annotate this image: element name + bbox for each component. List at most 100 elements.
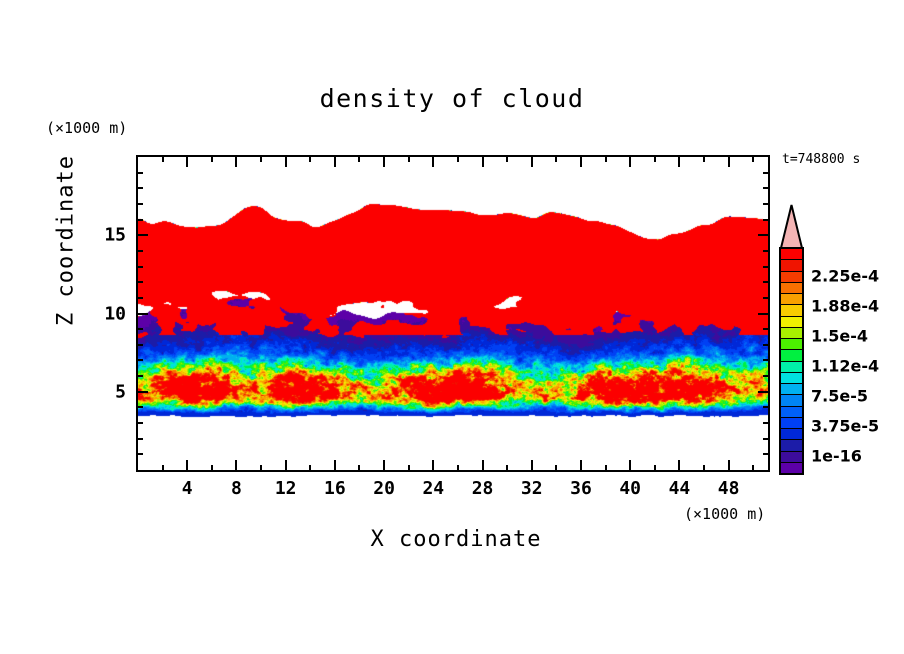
y-minor-tick [138,359,143,361]
x-minor-tick [211,465,213,470]
y-minor-tick [138,422,143,424]
y-minor-tick [138,219,143,221]
colorbar-tick-label: 1.5e-4 [811,326,868,346]
y-minor-tick-right [763,203,768,205]
colorbar-band [781,271,802,283]
x-tick-label: 40 [619,478,642,499]
x-minor-tick [555,465,557,470]
y-minor-tick [138,297,143,299]
x-major-tick [580,460,582,470]
colorbar-tick-label: 2.25e-4 [811,266,880,286]
x-major-tick-top [383,157,385,167]
x-minor-tick-top [260,157,262,162]
y-minor-tick [138,438,143,440]
x-major-tick [728,460,730,470]
y-minor-tick-right [763,453,768,455]
x-tick-label: 4 [181,478,193,499]
x-minor-tick [457,465,459,470]
y-axis-title: Z coordinate [53,155,79,326]
x-tick-label: 28 [471,478,494,499]
colorbar-band [781,372,802,384]
y-minor-tick-right [763,359,768,361]
y-axis-unit-label: (×1000 m) [46,119,128,137]
x-major-tick [383,460,385,470]
colorbar-band [781,305,802,317]
x-major-tick-top [728,157,730,167]
x-minor-tick-top [703,157,705,162]
colorbar-band [781,406,802,418]
colorbar-band [781,361,802,373]
y-major-tick [138,313,148,315]
page-title: density of cloud [319,84,585,113]
colorbar-band [781,451,802,463]
colorbar-band [781,260,802,272]
x-minor-tick [703,465,705,470]
x-tick-label: 16 [324,478,346,499]
x-major-tick-top [482,157,484,167]
colorbar-tick-label: 1.88e-4 [811,296,880,316]
x-minor-tick [506,465,508,470]
y-minor-tick-right [763,375,768,377]
y-minor-tick [138,406,143,408]
x-major-tick [531,460,533,470]
y-major-tick [138,391,148,393]
x-minor-tick-top [309,157,311,162]
x-major-tick [235,460,237,470]
colorbar-band [781,350,802,362]
colorbar-band [781,339,802,351]
colorbar-band [781,440,802,452]
colorbar-tick-label: 7.5e-5 [811,386,868,406]
colorbar-tick-label: 1.12e-4 [811,356,880,376]
x-major-tick-top [531,157,533,167]
y-minor-tick [138,187,143,189]
x-minor-tick-top [605,157,607,162]
x-major-tick-top [580,157,582,167]
colorbar[interactable] [779,247,804,475]
colorbar-band [781,294,802,306]
x-tick-label: 20 [373,478,395,499]
x-tick-label: 24 [422,478,445,499]
x-major-tick-top [678,157,680,167]
x-tick-label: 12 [274,478,297,499]
colorbar-band [781,395,802,407]
y-major-tick-right [758,234,768,236]
colorbar-band [781,429,802,441]
y-minor-tick [138,453,143,455]
x-axis-unit-label: (×1000 m) [684,505,766,523]
x-major-tick [432,460,434,470]
x-minor-tick-top [752,157,754,162]
colorbar-band [781,316,802,328]
y-minor-tick-right [763,297,768,299]
x-major-tick-top [432,157,434,167]
x-minor-tick-top [211,157,213,162]
x-minor-tick-top [162,157,164,162]
x-major-tick-top [235,157,237,167]
cloud-density-field [138,157,768,470]
y-minor-tick [138,344,143,346]
y-tick-label: 10 [104,303,126,324]
y-tick-label: 5 [115,381,126,403]
x-major-tick-top [629,157,631,167]
y-tick-label: 15 [104,224,126,246]
y-major-tick-right [758,313,768,315]
time-annotation: t=748800 s [782,152,861,167]
y-minor-tick-right [763,172,768,174]
x-major-tick [482,460,484,470]
y-minor-tick [138,375,143,377]
x-major-tick-top [334,157,336,167]
x-tick-label: 32 [520,478,543,499]
y-major-tick [138,234,148,236]
x-axis-title: X coordinate [370,527,542,552]
x-major-tick [186,460,188,470]
x-minor-tick [260,465,262,470]
y-minor-tick-right [763,438,768,440]
y-minor-tick-right [763,266,768,268]
x-minor-tick [752,465,754,470]
y-minor-tick-right [763,406,768,408]
y-minor-tick-right [763,328,768,330]
y-minor-tick-right [763,422,768,424]
colorbar-band [781,462,802,473]
x-minor-tick [358,465,360,470]
x-major-tick [334,460,336,470]
x-minor-tick-top [654,157,656,162]
